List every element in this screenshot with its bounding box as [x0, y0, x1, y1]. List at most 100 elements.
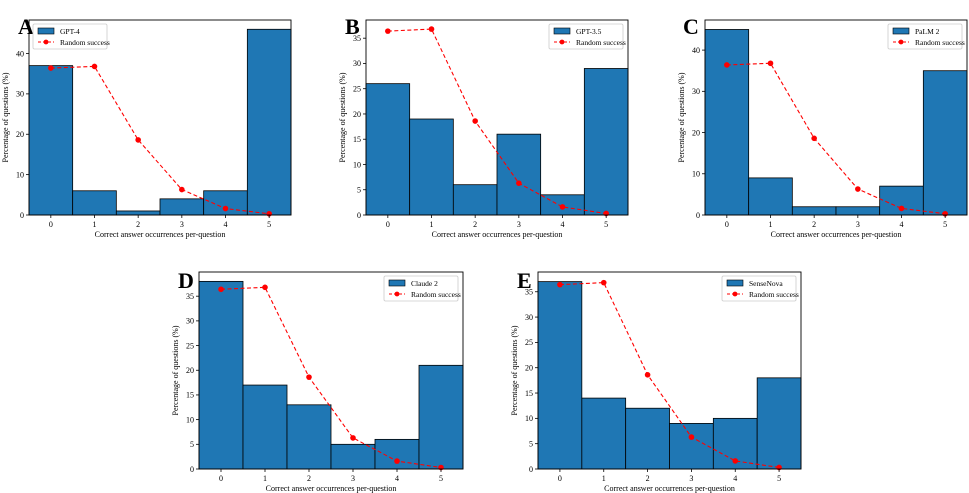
x-tick-label: 5 — [943, 220, 947, 229]
y-tick-label: 10 — [525, 414, 533, 423]
panel-letter: D — [178, 268, 194, 293]
bar-5 — [583, 68, 629, 216]
random-success-point-2 — [306, 374, 312, 380]
bar-1 — [72, 190, 117, 216]
x-tick-label: 0 — [49, 220, 53, 229]
y-tick-label: 25 — [186, 341, 194, 350]
random-success-point-1 — [262, 284, 268, 291]
legend-marker — [394, 291, 400, 297]
legend-bar-swatch — [726, 279, 744, 287]
random-success-line — [559, 282, 780, 469]
legend-marker — [43, 39, 49, 45]
random-success-point-0 — [557, 281, 563, 288]
y-tick-label: 0 — [20, 211, 24, 220]
plot-frame — [365, 19, 629, 216]
y-tick-label: 20 — [525, 364, 533, 373]
y-tick-label: 0 — [357, 211, 361, 220]
random-success-point-4 — [898, 205, 905, 212]
random-success-point-4 — [732, 458, 739, 464]
legend-label: Claude 2 — [411, 279, 438, 288]
x-tick-label: 2 — [136, 220, 140, 229]
x-tick-label: 2 — [473, 220, 477, 229]
random-success-point-0 — [218, 286, 224, 293]
x-tick-label: 1 — [263, 474, 267, 483]
bar-0 — [365, 83, 411, 216]
random-success-point-3 — [350, 435, 356, 441]
bar-5 — [922, 70, 968, 216]
legend-label: Random success — [576, 38, 626, 47]
y-tick-label: 10 — [186, 415, 194, 424]
bar-0 — [537, 281, 583, 470]
x-tick-label: 0 — [386, 220, 390, 229]
x-tick-label: 3 — [517, 220, 521, 229]
panel-letter: E — [517, 268, 532, 293]
chart-panel-c: C 0 10 20 30 40 0 1 2 3 4 5 Correct answer occurrenc… — [677, 14, 968, 239]
legend-label: Random success — [749, 290, 799, 299]
legend-bar-swatch — [892, 27, 910, 35]
y-axis-label: Percentage of questions (%) — [677, 72, 686, 162]
bar-2 — [115, 210, 161, 216]
y-tick-label: 15 — [353, 135, 361, 144]
random-success-point-4 — [394, 458, 400, 464]
x-axis-label: Correct answer occurrences per-question — [95, 230, 226, 239]
y-tick-label: 30 — [186, 317, 194, 326]
y-tick-label: 0 — [696, 211, 700, 220]
x-axis-label: Correct answer occurrences per-question — [266, 484, 397, 493]
bar-0 — [198, 280, 244, 470]
y-tick-label: 20 — [186, 366, 194, 375]
random-success-point-3 — [855, 186, 861, 192]
bar-5 — [418, 364, 464, 470]
legend-bar-swatch — [553, 27, 571, 35]
bar-1 — [409, 118, 454, 216]
random-success-point-1 — [600, 279, 607, 286]
x-tick-label: 5 — [267, 220, 271, 229]
chart-panel-e: E 0 5 10 15 20 25 30 35 0 1 2 3 4 5 Correct answer occu… — [510, 268, 802, 493]
random-success-point-2 — [811, 135, 817, 142]
y-tick-label: 0 — [529, 465, 533, 474]
y-tick-label: 20 — [692, 128, 700, 137]
legend-marker — [898, 39, 904, 45]
bar-3 — [330, 443, 376, 470]
random-success-line — [50, 65, 270, 215]
x-tick-label: 2 — [307, 474, 311, 483]
y-tick-label: 5 — [357, 186, 361, 195]
y-tick-label: 15 — [525, 389, 533, 398]
bar-5 — [246, 28, 292, 216]
y-tick-label: 30 — [353, 59, 361, 68]
random-success-point-2 — [472, 118, 478, 124]
y-tick-label: 35 — [525, 288, 533, 297]
legend-label: Random success — [60, 38, 110, 47]
x-tick-label: 5 — [604, 220, 608, 229]
x-tick-label: 3 — [180, 220, 184, 229]
chart-panel-a: A 0 10 20 30 40 0 1 2 3 4 5 Correct answer occurrenc… — [1, 14, 292, 239]
bar-3 — [159, 198, 205, 216]
random-success-point-2 — [135, 137, 141, 143]
random-success-point-3 — [688, 434, 695, 440]
x-tick-label: 0 — [219, 474, 223, 483]
y-tick-label: 40 — [16, 49, 24, 58]
bar-3 — [496, 133, 542, 216]
x-axis-label: Correct answer occurrences per-question — [604, 484, 735, 493]
bar-2 — [625, 407, 670, 470]
legend-label: PaLM 2 — [915, 27, 940, 36]
bar-4 — [374, 438, 420, 470]
y-tick-label: 20 — [16, 130, 24, 139]
random-success-line — [387, 28, 607, 215]
x-axis-label: Correct answer occurrences per-question — [432, 230, 563, 239]
random-success-point-0 — [385, 28, 391, 34]
random-success-point-4 — [222, 205, 229, 212]
random-success-point-4 — [559, 204, 566, 210]
x-tick-label: 1 — [769, 220, 773, 229]
panel-letter: C — [683, 14, 699, 39]
y-tick-label: 35 — [353, 34, 361, 43]
random-success-point-1 — [428, 26, 435, 32]
y-axis-label: Percentage of questions (%) — [338, 72, 347, 162]
random-success-point-2 — [644, 372, 651, 378]
chart-panel-b: B 0 5 10 15 20 25 30 35 0 1 2 3 4 5 Correct answer occu… — [338, 14, 629, 239]
y-tick-label: 25 — [353, 85, 361, 94]
y-tick-label: 0 — [190, 465, 194, 474]
random-success-point-0 — [724, 62, 730, 68]
bar-2 — [286, 404, 332, 470]
x-axis-label: Correct answer occurrences per-question — [771, 230, 902, 239]
